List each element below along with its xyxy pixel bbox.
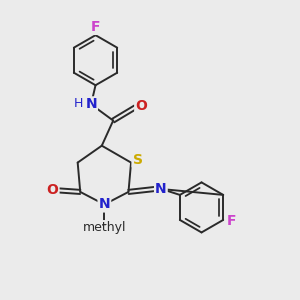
Text: methyl: methyl: [82, 220, 126, 234]
Text: O: O: [46, 183, 58, 197]
Text: S: S: [133, 153, 142, 166]
Text: H: H: [74, 97, 83, 110]
Text: F: F: [227, 214, 236, 228]
Text: N: N: [98, 197, 110, 212]
Text: N: N: [155, 182, 167, 196]
Text: methyl: methyl: [102, 225, 107, 226]
Text: F: F: [91, 20, 100, 34]
Text: N: N: [85, 98, 97, 111]
Text: O: O: [135, 99, 147, 113]
